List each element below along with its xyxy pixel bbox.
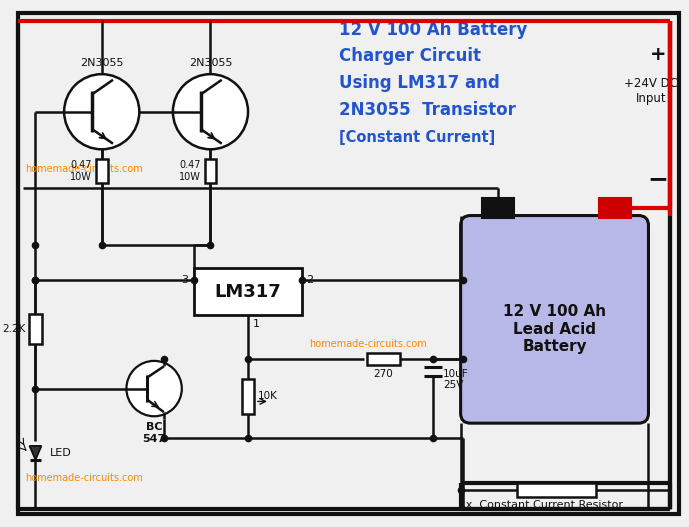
Text: 0.47
10W: 0.47 10W [178,160,200,182]
Bar [482,198,514,218]
Text: LM317: LM317 [215,282,281,301]
Text: 270: 270 [373,369,393,379]
Text: homemade-circuits.com: homemade-circuits.com [25,473,143,483]
Bar [599,198,630,218]
Polygon shape [30,446,41,460]
Text: +24V DC
Input: +24V DC Input [624,77,679,105]
Text: 10uF
25V: 10uF 25V [443,369,469,391]
Circle shape [64,74,139,149]
Text: 12 V 100 Ah
Lead Acid
Battery: 12 V 100 Ah Lead Acid Battery [503,305,606,354]
Text: 12 V 100 Ah Battery: 12 V 100 Ah Battery [339,21,527,39]
Bar [205,159,216,183]
Text: 2N3055: 2N3055 [80,58,123,68]
Text: 10K: 10K [258,392,278,402]
Bar [517,483,596,497]
Text: BC
547: BC 547 [143,422,166,444]
Text: Using LM317 and: Using LM317 and [339,74,500,92]
Text: 2N3055  Transistor: 2N3055 Transistor [339,101,516,119]
Text: 2: 2 [307,275,313,285]
Text: Charger Circuit: Charger Circuit [339,47,481,65]
Text: +: + [650,45,666,64]
Circle shape [173,74,248,149]
Text: 1: 1 [253,319,260,329]
Circle shape [127,361,182,416]
Text: homemade-circuits.com: homemade-circuits.com [25,164,143,174]
Text: 2.2K: 2.2K [2,324,25,334]
Text: 0.47
10W: 0.47 10W [70,160,92,182]
Text: [Constant Current]: [Constant Current] [339,130,495,144]
FancyBboxPatch shape [461,216,648,423]
Bar [96,159,107,183]
Bar [194,268,302,315]
Text: 2N3055: 2N3055 [189,58,232,68]
Text: LED: LED [50,448,72,458]
Text: 3: 3 [181,275,187,285]
Text: −: − [648,167,669,191]
Text: Rx  Constant Current Resistor: Rx Constant Current Resistor [457,500,623,510]
Bar [367,353,400,365]
Bar [242,379,254,414]
Text: homemade-circuits.com: homemade-circuits.com [309,339,427,349]
Bar [29,315,42,344]
